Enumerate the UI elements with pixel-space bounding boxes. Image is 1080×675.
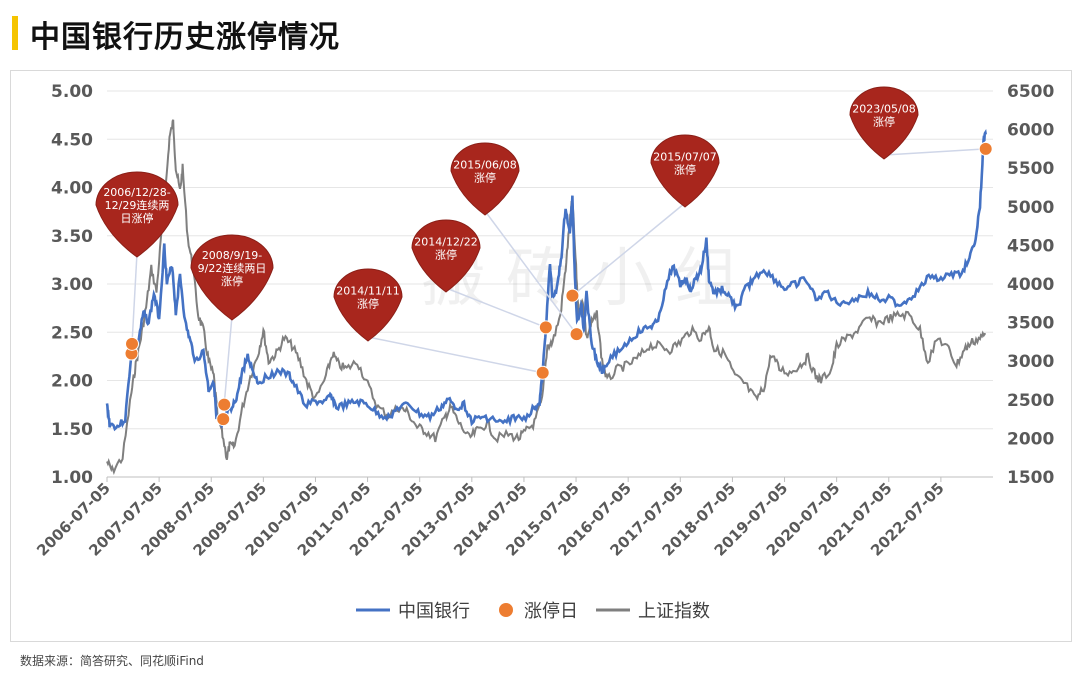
y-right-tick-label: 2000 — [1007, 429, 1054, 449]
y-left-tick-label: 4.00 — [51, 179, 93, 199]
annotation-leader — [571, 202, 686, 297]
annotation-leader — [484, 210, 578, 335]
chart-panel — [10, 70, 1072, 642]
annotation-leader — [367, 336, 543, 374]
y-right-tick-label: 4000 — [1007, 275, 1054, 295]
y-right-tick-label: 2500 — [1007, 391, 1054, 411]
annotation-label: 2015/07/07 — [653, 151, 716, 164]
annotation-label: 2014/12/22 — [414, 236, 477, 249]
y-left-tick-label: 4.50 — [51, 130, 93, 150]
y-right-tick-label: 5500 — [1007, 159, 1054, 179]
y-right-tick-label: 4500 — [1007, 236, 1054, 256]
y-right-tick-label: 5000 — [1007, 198, 1054, 218]
legend-swatch-limit-up — [499, 603, 513, 617]
annotation-bubble — [190, 234, 274, 321]
legend-label-bank: 中国银行 — [398, 601, 470, 622]
limit-up-point — [125, 336, 140, 351]
y-left-tick-label: 3.50 — [51, 227, 93, 247]
y-right-tick-label: 3500 — [1007, 314, 1054, 334]
annotation-label: 涨停 — [221, 274, 243, 288]
annotation-label: 9/22连续两日 — [198, 261, 267, 275]
annotation-leader — [445, 287, 547, 329]
annotation-label: 涨停 — [873, 115, 895, 129]
annotation-label: 2014/11/11 — [336, 285, 399, 298]
y-left-tick-label: 1.00 — [51, 468, 93, 488]
legend-label-limit-up: 涨停日 — [524, 601, 578, 622]
limit-up-points — [124, 141, 993, 427]
y-left-tick-label: 5.00 — [51, 82, 93, 102]
annotation-label: 涨停 — [674, 163, 696, 177]
series-index — [106, 119, 986, 475]
y-right-tick-label: 6500 — [1007, 82, 1054, 102]
line-shanghai-index — [106, 119, 986, 475]
annotation-leader — [222, 315, 233, 410]
annotation-bubble — [650, 134, 720, 208]
annotation-label: 2015/06/08 — [453, 159, 516, 172]
annotation-leader — [883, 148, 986, 156]
limit-up-point — [569, 327, 584, 342]
annotation-label: 2006/12/28- — [103, 186, 170, 199]
limit-up-point — [217, 397, 232, 412]
limit-up-point — [538, 320, 553, 335]
annotation-label: 涨停 — [357, 297, 379, 311]
annotation-label: 涨停 — [474, 171, 496, 185]
annotation-bubble — [411, 219, 481, 293]
annotation-label: 日涨停 — [121, 211, 154, 225]
limit-up-point — [978, 141, 993, 156]
y-axis-right: 1500 2000 2500 3000 3500 4000 4500 5000 5500 6000… — [1007, 82, 1054, 488]
annotation-bubble — [333, 268, 403, 342]
x-axis: 2006-07-052007-07-052008-07-052009-07-05… — [33, 476, 993, 560]
y-left-tick-label: 3.00 — [51, 275, 93, 295]
annotation-bubble — [450, 142, 520, 216]
page-title: 中国银行历史涨停情况 — [30, 20, 340, 55]
y-axis-left: 1.00 1.50 2.00 2.50 3.00 3.50 4.00 4.50 5.00 — [51, 82, 93, 488]
y-left-tick-label: 1.50 — [51, 420, 93, 440]
annotation-label: 2023/05/08 — [852, 103, 915, 116]
annotation-leader — [131, 252, 138, 344]
data-source-note: 数据来源：简答研究、同花顺iFind — [20, 654, 204, 668]
annotation-bubble — [95, 171, 179, 258]
limit-up-point — [216, 412, 231, 427]
legend: 中国银行 涨停日 上证指数 — [356, 601, 710, 622]
legend-label-index: 上证指数 — [638, 601, 710, 622]
annotation-leaders — [131, 148, 986, 410]
limit-up-point — [535, 365, 550, 380]
title-accent-bar — [12, 16, 18, 50]
limit-up-point — [565, 288, 580, 303]
y-left-tick-label: 2.00 — [51, 372, 93, 392]
annotation-label: 12/29连续两 — [105, 198, 170, 212]
annotation-label: 2008/9/19- — [202, 249, 262, 262]
y-right-tick-label: 1500 — [1007, 468, 1054, 488]
y-left-tick-label: 2.50 — [51, 323, 93, 343]
annotation-label: 涨停 — [435, 248, 457, 262]
annotation-bubble — [849, 86, 919, 160]
y-right-tick-label: 6000 — [1007, 121, 1054, 141]
y-right-tick-label: 3000 — [1007, 352, 1054, 372]
